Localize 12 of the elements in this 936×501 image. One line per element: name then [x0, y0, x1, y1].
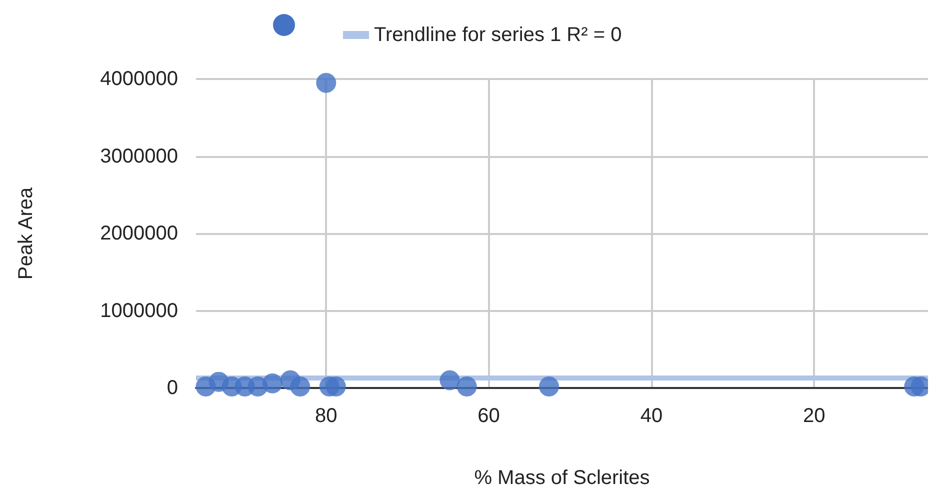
y-tick-label: 2000000: [100, 222, 178, 244]
y-tick-label: 0: [166, 377, 178, 399]
legend-label: Trendline for series 1 R² = 0: [374, 24, 622, 46]
x-tick-label: 20: [803, 405, 826, 427]
y-tick-label: 4000000: [100, 68, 178, 90]
x-tick-label: 40: [640, 405, 663, 427]
x-tick-label: 60: [478, 405, 500, 427]
y-tick-label: 3000000: [100, 145, 178, 168]
y-tick-label: 1000000: [100, 300, 178, 322]
y-axis-title: Peak Area: [15, 186, 37, 280]
x-axis-title: % Mass of Sclerites: [474, 467, 650, 489]
x-tick-label: 80: [315, 405, 338, 427]
